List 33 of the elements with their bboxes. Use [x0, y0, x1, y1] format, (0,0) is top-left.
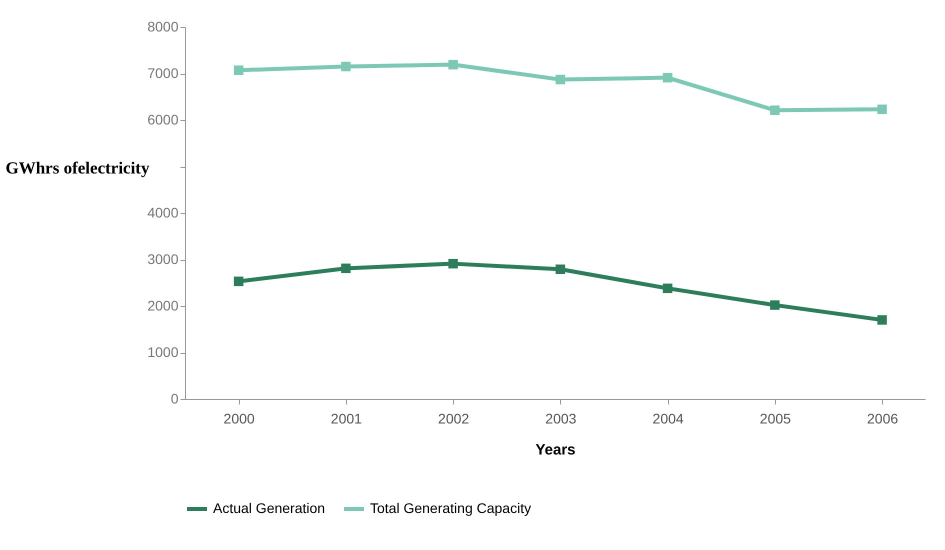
- x-tick-label: 2005: [760, 410, 792, 426]
- point: [234, 276, 244, 286]
- point: [448, 258, 458, 268]
- x-tick-label: 2003: [545, 410, 577, 426]
- y-tick-label: 4000: [147, 204, 179, 220]
- x-tick-label: 2000: [224, 410, 255, 426]
- y-tick-label: 7000: [147, 65, 179, 81]
- y-axis-title: GWhrs ofelectricity: [6, 158, 150, 178]
- point: [556, 74, 566, 84]
- point: [341, 62, 351, 72]
- point: [662, 284, 672, 294]
- y-tick-label: 0: [170, 390, 179, 406]
- legend-label: Actual Generation: [213, 500, 326, 516]
- point: [556, 264, 566, 274]
- point: [341, 264, 351, 274]
- point: [234, 66, 244, 75]
- x-tick-label: 2004: [652, 410, 684, 426]
- point: [877, 315, 887, 325]
- x-tick-label: 2001: [330, 410, 362, 426]
- point: [770, 300, 780, 310]
- x-tick-label: 2006: [867, 410, 898, 426]
- legend-label: Total Generating Capacity: [370, 500, 532, 516]
- point: [770, 105, 780, 115]
- x-axis-title: Years: [535, 442, 576, 458]
- x-tick-label: 2002: [438, 410, 470, 426]
- y-tick-label: 2000: [147, 298, 179, 314]
- y-tick-label: 3000: [147, 251, 179, 267]
- point: [662, 72, 672, 82]
- y-tick-label: 8000: [147, 18, 179, 34]
- y-tick-label: 6000: [147, 112, 179, 128]
- y-tick-label: 1000: [147, 344, 179, 360]
- point: [448, 60, 458, 70]
- point: [877, 104, 887, 114]
